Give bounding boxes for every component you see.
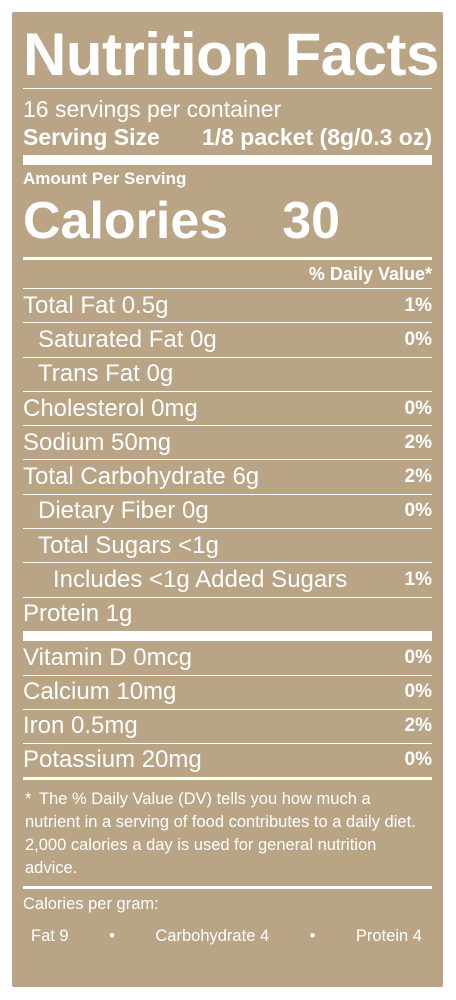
nutrient-name: Saturated Fat 0g — [38, 325, 217, 353]
amount-per-serving: Amount Per Serving — [23, 169, 187, 188]
bullet-separator: • — [309, 926, 316, 945]
serving-size-label: Serving Size — [23, 124, 160, 150]
calories-per-gram-values: Fat 9 • Carbohydrate 4 • Protein 4 — [23, 925, 432, 947]
label-title: Nutrition Facts — [23, 21, 439, 88]
nutrient-dv: 2% — [404, 431, 432, 453]
vitamin-name: Iron 0.5mg — [23, 712, 138, 740]
bullet-separator: • — [109, 926, 115, 945]
calories-value: 30 — [282, 192, 341, 250]
divider-medium — [23, 257, 432, 260]
nutrient-name: Protein 1g — [23, 600, 133, 628]
nutrient-dv: 1% — [404, 569, 432, 591]
nutrient-row: Total Carbohydrate 6g 2% — [23, 459, 432, 493]
footnote-text: The % Daily Value (DV) tells you how muc… — [25, 789, 416, 877]
divider-medium — [23, 776, 432, 780]
nutrient-row: Saturated Fat 0g 0% — [23, 322, 432, 356]
vitamin-row: Calcium 10mg 0% — [23, 674, 432, 709]
vitamin-name: Potassium 20mg — [23, 746, 202, 774]
nutrient-row: Dietary Fiber 0g 0% — [23, 493, 432, 528]
divider-medium — [23, 885, 432, 889]
daily-value-footnote: * The % Daily Value (DV) tells you how mu… — [23, 780, 432, 886]
vitamin-dv: 2% — [404, 715, 432, 737]
vitamin-list: Vitamin D 0mcg 0% Calcium 10mg 0% Iron 0… — [23, 641, 432, 777]
nutrient-name: Cholesterol 0mg — [23, 394, 198, 422]
vitamin-name: Vitamin D 0mcg — [23, 643, 192, 671]
nutrient-dv: 0% — [404, 397, 432, 419]
nutrient-row: Protein 1g — [23, 596, 432, 631]
vitamin-dv: 0% — [404, 749, 432, 771]
nutrient-row: Total Fat 0.5g 1% — [23, 288, 432, 322]
nutrient-row: Sodium 50mg 2% — [23, 425, 432, 459]
nutrient-name: Total Fat 0.5g — [23, 291, 169, 319]
vitamin-row: Potassium 20mg 0% — [23, 742, 432, 777]
vitamin-row: Vitamin D 0mcg 0% — [23, 641, 432, 675]
calories-per-gram-title: Calories per gram: — [23, 894, 159, 913]
footnote-star: * — [25, 789, 32, 808]
vitamin-dv: 0% — [404, 646, 432, 668]
nutrient-row: Includes <1g Added Sugars 1% — [23, 562, 432, 596]
daily-value-header: % Daily Value* — [308, 264, 432, 284]
serving-size: Serving Size 1/8 packet (8g/0.3 oz) — [23, 123, 432, 151]
calories-row: Calories 30 — [23, 191, 432, 257]
nutrient-list: Total Fat 0.5g 1% Saturated Fat 0g 0% Tr… — [23, 288, 432, 631]
nutrient-row: Cholesterol 0mg 0% — [23, 390, 432, 425]
nutrient-name: Trans Fat 0g — [38, 360, 174, 388]
cpg-fat: Fat 9 — [31, 926, 69, 945]
nutrient-name: Total Carbohydrate 6g — [23, 463, 260, 491]
nutrition-facts-label: Nutrition Facts 16 servings per containe… — [12, 12, 443, 987]
nutrient-name: Total Sugars <1g — [38, 531, 219, 559]
nutrient-dv: 0% — [404, 328, 432, 350]
servings-per-container: 16 servings per container — [23, 96, 282, 122]
nutrient-name: Includes <1g Added Sugars — [53, 566, 348, 594]
nutrient-name: Sodium 50mg — [23, 428, 172, 456]
nutrient-row: Trans Fat 0g — [23, 356, 432, 391]
cpg-protein: Protein 4 — [355, 926, 422, 945]
divider-thick — [23, 630, 432, 641]
vitamin-name: Calcium 10mg — [23, 678, 177, 706]
nutrient-name: Dietary Fiber 0g — [38, 497, 209, 525]
calories-label: Calories — [23, 192, 229, 250]
cpg-carbohydrate: Carbohydrate 4 — [155, 926, 270, 945]
nutrient-dv: 1% — [404, 294, 432, 316]
divider — [23, 88, 432, 89]
vitamin-dv: 0% — [404, 681, 432, 703]
nutrient-dv: 2% — [404, 466, 432, 488]
divider-thick — [23, 155, 432, 165]
nutrient-dv: 0% — [404, 500, 432, 522]
nutrient-row: Total Sugars <1g — [23, 528, 432, 562]
vitamin-row: Iron 0.5mg 2% — [23, 708, 432, 743]
serving-size-value: 1/8 packet (8g/0.3 oz) — [201, 124, 432, 150]
